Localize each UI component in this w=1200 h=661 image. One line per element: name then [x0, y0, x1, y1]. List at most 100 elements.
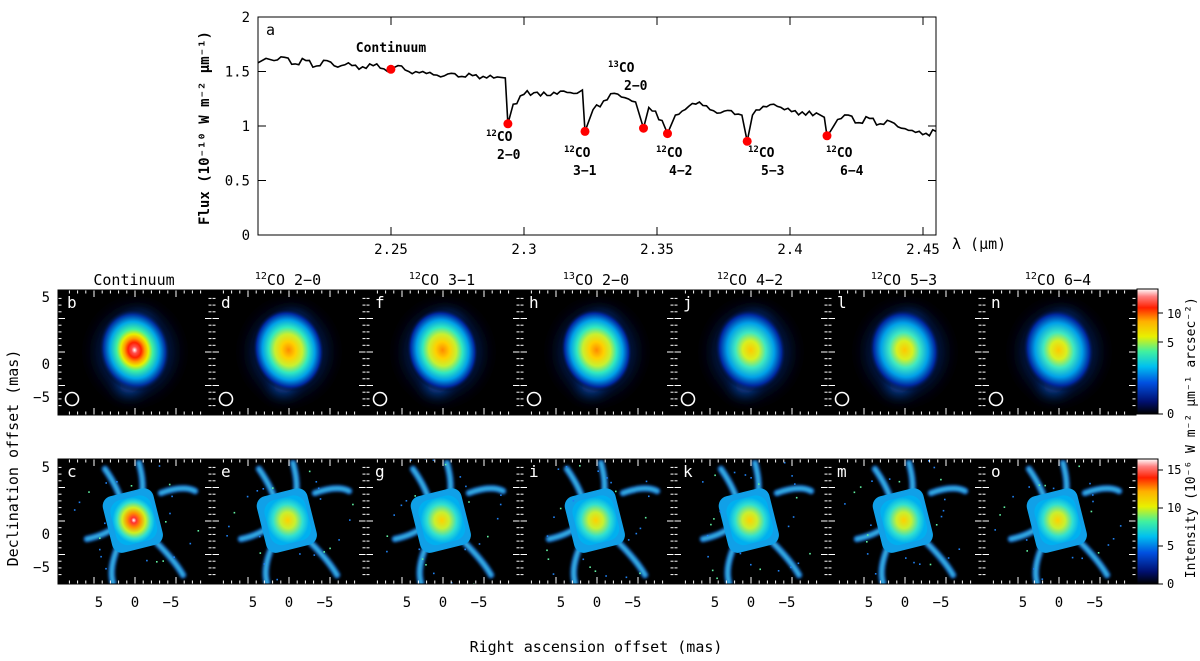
speckle	[168, 483, 171, 486]
speckle	[635, 532, 638, 535]
image-panel-reconstruction: g	[365, 458, 521, 585]
speckle	[132, 592, 134, 594]
panel-letter: e	[221, 462, 231, 481]
image-panel-reconstruction: e	[211, 458, 367, 588]
speckle	[994, 529, 996, 531]
speckle	[552, 573, 555, 575]
speckle	[189, 542, 192, 545]
panel-letter: b	[67, 293, 77, 312]
speckle	[589, 566, 591, 568]
speckle	[233, 511, 236, 514]
speckle	[733, 471, 736, 474]
speckle	[1038, 484, 1041, 486]
image-panel-model: j	[673, 289, 829, 416]
image-panel-reconstruction: c	[57, 458, 213, 594]
speckle	[317, 487, 320, 490]
speckle	[105, 567, 107, 570]
speckle	[919, 563, 921, 565]
speckle	[162, 560, 164, 562]
filament	[159, 486, 197, 495]
image-y-tick: −5	[33, 390, 50, 406]
speckle	[777, 570, 780, 572]
colorbar-bottom: 15 10 5 0 Intensity (10⁻⁶ W m⁻²	[1136, 414, 1199, 591]
panel-letter: d	[221, 293, 231, 312]
image-panel-reconstruction: m	[827, 458, 983, 585]
speckle	[478, 543, 481, 545]
speckle	[393, 514, 395, 516]
x-axis-label: λ (μm)	[952, 235, 1006, 253]
panel-letter: n	[991, 293, 1001, 312]
speckle	[487, 535, 489, 538]
column-title: 12CO 2−0	[255, 271, 321, 289]
continuum-label: Continuum	[356, 41, 427, 56]
speckle	[496, 517, 499, 520]
image-y-tick: 0	[42, 527, 50, 543]
image-x-tick: 0	[1055, 595, 1063, 611]
image-x-tick: 5	[249, 595, 257, 611]
speckle	[645, 480, 648, 483]
speckle	[639, 527, 642, 530]
speckle	[418, 548, 421, 551]
panel-ticks	[828, 290, 982, 415]
panel-ticks	[982, 290, 1136, 415]
speckle	[1052, 487, 1055, 490]
speckle	[947, 557, 950, 559]
panel-ticks	[58, 290, 212, 415]
speckle	[958, 548, 961, 550]
line-label-trans: 3−1	[573, 164, 597, 179]
y-tick-label: 1.5	[225, 65, 250, 81]
core	[110, 495, 158, 546]
speckle	[338, 539, 340, 541]
speckle	[433, 572, 435, 575]
filament	[418, 547, 427, 584]
speckle	[130, 485, 133, 487]
speckle	[499, 503, 502, 506]
speckle	[1092, 500, 1094, 503]
image-y-ticks-bottom: 5 0 −5	[33, 460, 50, 576]
speckle	[1044, 484, 1046, 487]
speckle	[1107, 544, 1110, 546]
speckle	[1112, 538, 1115, 540]
spectrum-marker	[580, 126, 590, 136]
speckle	[146, 559, 148, 562]
image-x-tick: 0	[439, 595, 447, 611]
line-label-12co-4-2: 12CO	[656, 145, 683, 161]
spectrum-marker	[822, 131, 832, 141]
image-panel-model: d	[211, 289, 367, 416]
speckle	[606, 477, 608, 479]
spectrum-panel: a 0 0.5 1 1.5 2 2.25 2.3 2.35 2.4 2.45	[197, 10, 1006, 258]
spectrum-marker	[386, 64, 396, 74]
image-x-tick: 5	[1019, 595, 1027, 611]
core	[726, 495, 774, 546]
speckle	[400, 504, 403, 507]
speckle	[171, 495, 173, 498]
speckle	[565, 466, 568, 468]
x-tick-label: 2.35	[640, 242, 674, 258]
panel-ticks	[212, 459, 366, 584]
panel-letter: m	[837, 462, 847, 481]
filament	[467, 486, 505, 495]
speckle	[1025, 539, 1028, 541]
speckle	[940, 515, 943, 518]
filament	[929, 486, 967, 495]
beam-circle	[988, 391, 1004, 407]
speckle	[169, 512, 171, 515]
line-label-13co-2-0: 13CO	[608, 60, 635, 76]
image-y-ticks-top: 5 0 - −5	[33, 290, 50, 406]
speckle	[579, 465, 581, 467]
speckle	[797, 562, 800, 565]
source-core	[252, 308, 325, 392]
speckle	[1097, 552, 1100, 554]
source-core	[868, 308, 941, 392]
core	[572, 495, 620, 546]
core	[418, 495, 466, 546]
speckle	[739, 552, 742, 555]
speckle	[866, 553, 869, 555]
spectrum-marker	[742, 136, 752, 146]
speckle	[288, 586, 290, 588]
panel-ticks	[674, 459, 828, 584]
speckle	[627, 539, 630, 541]
y-tick-label: 0.5	[225, 174, 250, 190]
filament	[110, 547, 119, 584]
speckle	[707, 555, 709, 558]
